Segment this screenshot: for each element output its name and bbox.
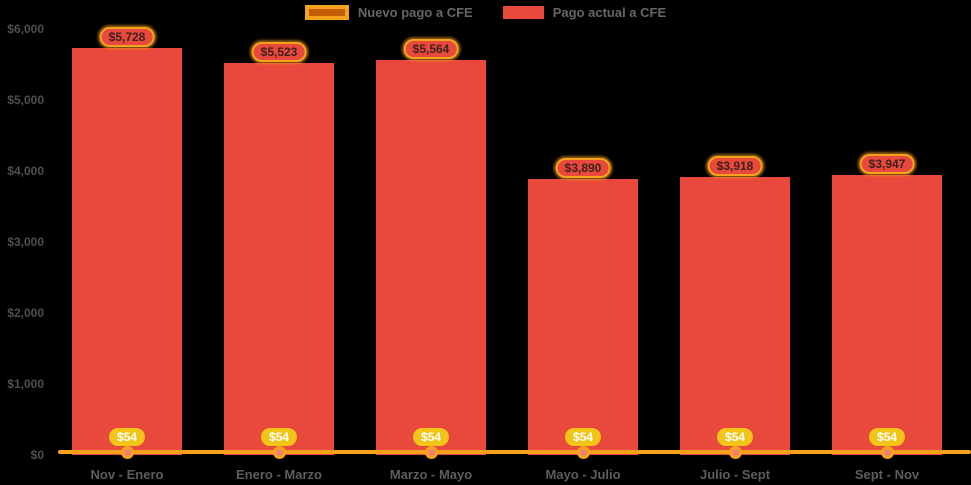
legend-item-pago-actual[interactable]: Pago actual a CFE xyxy=(502,5,667,20)
line-value-badge: $54 xyxy=(108,428,146,446)
legend-label-actual: Pago actual a CFE xyxy=(552,5,667,20)
line-marker[interactable] xyxy=(728,446,742,459)
y-axis-tick-label: $4,000 xyxy=(7,164,44,178)
bar-pago-actual[interactable] xyxy=(832,174,942,455)
bar-pago-actual[interactable] xyxy=(376,59,486,455)
bar-value-badge: $5,523 xyxy=(251,41,307,62)
line-value-badge: $54 xyxy=(564,428,602,446)
x-axis-label: Enero - Marzo xyxy=(236,467,322,482)
line-marker[interactable] xyxy=(120,446,134,459)
bar-pago-actual[interactable] xyxy=(72,48,182,455)
x-axis-label: Nov - Enero xyxy=(90,467,164,482)
bar-value-badge: $3,947 xyxy=(859,153,915,174)
bar-value-badge: $3,890 xyxy=(555,157,611,178)
bar-pago-actual[interactable] xyxy=(528,178,638,455)
y-axis-tick-label: $0 xyxy=(30,448,44,462)
legend-swatch-actual-icon xyxy=(502,6,544,19)
y-axis-tick-label: $6,000 xyxy=(7,22,44,36)
bar-pago-actual[interactable] xyxy=(680,176,790,455)
legend-item-nuevo-pago[interactable]: Nuevo pago a CFE xyxy=(304,5,473,20)
y-axis-tick-label: $2,000 xyxy=(7,306,44,320)
line-marker[interactable] xyxy=(880,446,894,459)
line-value-badge: $54 xyxy=(260,428,298,446)
y-axis-tick-label: $3,000 xyxy=(7,235,44,249)
bar-pago-actual[interactable] xyxy=(224,62,334,455)
y-axis-tick-label: $1,000 xyxy=(7,377,44,391)
x-axis-label: Sept - Nov xyxy=(854,467,920,482)
x-axis-label: Mayo - Julio xyxy=(545,467,621,482)
x-axis-label: Marzo - Mayo xyxy=(389,467,473,482)
line-value-badge: $54 xyxy=(412,428,450,446)
line-value-badge: $54 xyxy=(868,428,906,446)
bar-value-badge: $5,728 xyxy=(99,27,155,48)
line-marker[interactable] xyxy=(424,446,438,459)
chart-legend: Nuevo pago a CFE Pago actual a CFE xyxy=(0,5,971,20)
legend-swatch-nuevo-icon xyxy=(304,5,349,20)
bar-value-badge: $5,564 xyxy=(403,38,459,59)
bar-value-badge: $3,918 xyxy=(707,155,763,176)
line-marker[interactable] xyxy=(272,446,286,459)
legend-label-nuevo: Nuevo pago a CFE xyxy=(357,5,473,20)
y-axis-tick-label: $5,000 xyxy=(7,93,44,107)
nuevo-pago-line xyxy=(58,450,971,454)
x-axis-label: Julio - Sept xyxy=(699,467,771,482)
line-marker[interactable] xyxy=(576,446,590,459)
line-value-badge: $54 xyxy=(716,428,754,446)
